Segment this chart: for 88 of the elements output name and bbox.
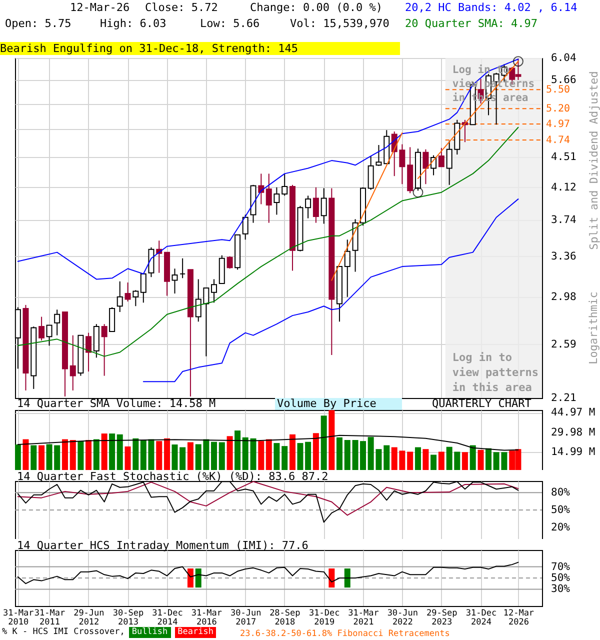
y-tick-label: 29.98 M — [551, 426, 596, 438]
candlestick — [344, 239, 350, 298]
y-tick-label: 2.98 — [551, 290, 576, 303]
x-tick-label: 28-Sep 2018 — [270, 608, 300, 628]
y-tick-label: 3.36 — [551, 250, 576, 262]
candlestick — [422, 148, 429, 185]
y-tick-label: 14.99 M — [551, 446, 596, 458]
y-axis-title: Split and Dividend Adjusted — [588, 71, 600, 250]
x-tick-label: 30-Jun 2022 — [387, 608, 418, 628]
candlestick — [101, 324, 108, 376]
y-tick-label: 80% — [551, 486, 571, 499]
annotation: Volume By Price — [275, 397, 402, 410]
candlestick — [46, 324, 52, 346]
x-tick-label: 30-Jun 2017 — [230, 608, 262, 628]
candlestick — [124, 282, 131, 302]
text: Close: 5.72 — [145, 1, 218, 14]
x-tick-label: 30-Sep 2013 — [112, 608, 144, 628]
annotation: QUARTERLY CHART — [432, 397, 532, 410]
x-tick-label: 29-Jun 2012 — [74, 608, 104, 628]
text: Change: 0.00 (0.0 %) — [250, 1, 382, 14]
candlestick — [305, 195, 312, 219]
chart-title: 14 Quarter Fast Stochastic (%K) (%D): 83.6 87.2 — [17, 470, 328, 483]
chart-subtitle: Bearish Engulfing on 31-Dec-18, Strength: 145 — [0, 42, 400, 55]
text: Bullish — [128, 627, 171, 638]
x-tick-label: 31-Mar 2011 — [34, 608, 66, 628]
candlestick — [242, 214, 248, 240]
y-tick-label: 50% — [551, 572, 571, 584]
text: 20,2 HC Bands: 4.02 , 6.14 — [405, 1, 578, 14]
chart-title: 14 Quarter HCS Intraday Momentum (IMI): 77.6 — [17, 539, 308, 552]
x-tick-label: 31-Mar 2010 — [3, 608, 34, 628]
y-tick-label: 4.51 — [551, 150, 576, 163]
candlestick — [180, 258, 186, 279]
x-tick-label: 12-Mar 2026 — [503, 608, 534, 628]
candlestick — [438, 147, 444, 168]
x-tick-label: 31-Dec 2024 — [466, 608, 497, 628]
x-tick-label: 31-Dec 2019 — [308, 608, 340, 628]
y-tick-label: 4.12 — [551, 181, 576, 194]
ref-line-label: 5.20 — [546, 104, 570, 115]
text: Low: 5.66 — [200, 17, 260, 30]
candlestick — [258, 173, 264, 205]
annotation: Log in to view patterns in this area — [452, 351, 538, 394]
y-tick-label: 44.97 M — [551, 406, 596, 419]
x-tick-label: 29-Sep 2023 — [426, 608, 458, 628]
text: Vol: 15,539,970 — [290, 17, 390, 30]
y-tick-label: 20% — [551, 521, 571, 534]
y-tick-label: 5.66 — [551, 74, 576, 86]
candlestick — [38, 316, 45, 341]
line-series — [17, 481, 519, 516]
candlestick — [70, 334, 76, 391]
candlestick — [54, 309, 60, 336]
candlestick — [312, 186, 319, 224]
text: Bearish — [174, 627, 216, 638]
legend-title: % K - HCS IMI Crossover, — [2, 627, 125, 638]
x-tick-label: 31-Mar 2021 — [348, 608, 379, 628]
ref-line-label: 5.50 — [546, 84, 570, 96]
candlestick — [320, 188, 327, 224]
y-tick-label: 2.59 — [551, 338, 576, 350]
candlestick — [172, 268, 178, 294]
candlestick — [282, 173, 288, 196]
text: 20 Quarter SMA: 4.97 — [405, 17, 538, 30]
y-tick-label: 2.21 — [551, 392, 576, 404]
text: Open: 5.75 — [5, 17, 72, 30]
y-tick-label: 6.04 — [551, 52, 576, 64]
candlestick — [109, 306, 116, 332]
chart-title: 14 Quarter SMA Volume: 14.58 M — [17, 397, 216, 410]
y-tick-label: 30% — [551, 583, 571, 596]
y-tick-label: 50% — [551, 504, 571, 516]
candlestick — [140, 273, 146, 304]
candlestick — [116, 280, 123, 312]
ref-line-label: 4.74 — [546, 134, 570, 146]
x-tick-label: 31-Dec 2014 — [152, 608, 183, 628]
candlestick — [132, 290, 139, 307]
candlestick — [86, 332, 92, 372]
text: 23.6-38.2-50-61.8% Fibonacci Retracements — [240, 628, 450, 640]
y-tick-label: 3.74 — [551, 214, 576, 226]
candlestick — [274, 186, 280, 216]
candlestick — [368, 156, 374, 190]
candlestick — [211, 278, 217, 304]
ref-line-label: 4.97 — [546, 118, 570, 130]
candlestick — [226, 256, 233, 270]
candlestick — [148, 246, 154, 278]
candlestick — [266, 173, 272, 224]
text: Logarithmic — [587, 292, 600, 364]
candlestick — [376, 144, 382, 166]
text: High: 6.03 — [100, 17, 166, 30]
x-tick-label: 31-Mar 2016 — [191, 608, 222, 628]
text: 12-Mar-26 — [70, 1, 130, 14]
y-tick-label: 70% — [551, 560, 571, 573]
